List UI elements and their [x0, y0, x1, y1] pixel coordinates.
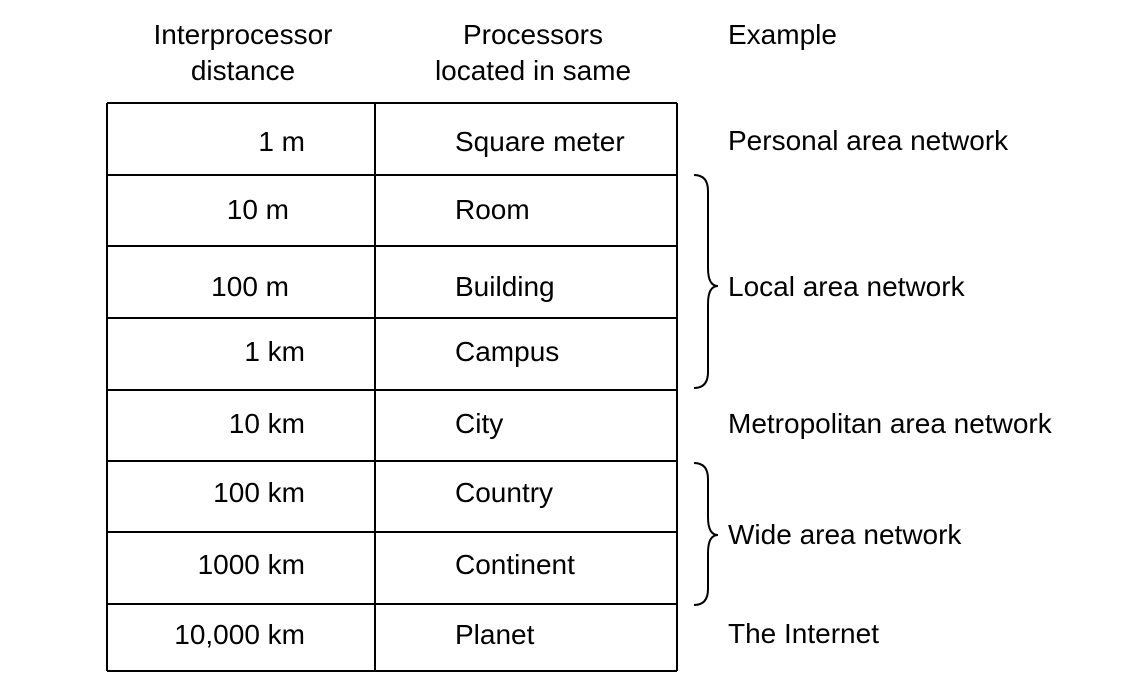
row-2-location: Room: [455, 194, 530, 225]
example-the-internet: The Internet: [728, 618, 879, 649]
header-interprocessor-distance: Interprocessor distance: [128, 17, 358, 89]
brace-local-area-network: [693, 174, 719, 389]
row-3-location: Building: [455, 271, 555, 302]
header-distance-line-2: distance: [190, 55, 296, 86]
row-1-location: Square meter: [455, 126, 625, 157]
row-6-distance: 100 km: [213, 477, 305, 508]
row-1-distance: 1 m: [258, 126, 305, 157]
example-wide-area-network: Wide area network: [728, 519, 962, 550]
row-7-distance: 1000 km: [197, 549, 305, 580]
example-metropolitan-area-network: Metropolitan area network: [728, 408, 1052, 439]
example-personal-area-network: Personal area network: [728, 125, 1009, 156]
header-distance-line-1: Interprocessor: [153, 19, 333, 50]
row-5-distance: 10 km: [228, 408, 305, 439]
header-processors-located: Processors located in same: [410, 17, 656, 89]
brace-wide-area-network: [693, 462, 719, 606]
header-example: Example: [728, 19, 837, 50]
header-processors-line-2: located in same: [434, 55, 632, 86]
row-8-location: Planet: [455, 619, 535, 650]
row-2-distance: 10 m: [226, 194, 289, 225]
row-6-location: Country: [455, 477, 554, 508]
row-7-location: Continent: [455, 549, 575, 580]
row-3-distance: 100 m: [211, 271, 289, 302]
header-processors-line-1: Processors: [462, 19, 604, 50]
row-5-location: City: [455, 408, 504, 439]
row-8-distance: 10,000 km: [174, 619, 305, 650]
row-4-location: Campus: [455, 336, 560, 367]
row-4-distance: 1 km: [244, 336, 305, 367]
example-local-area-network: Local area network: [728, 271, 965, 302]
